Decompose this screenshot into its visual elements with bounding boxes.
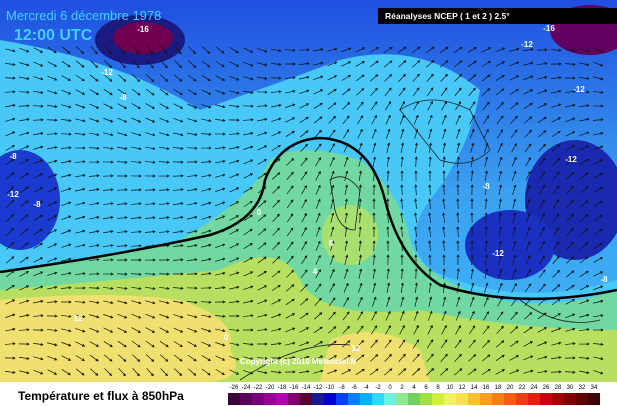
contour-label: 0 [224,333,229,342]
contour-label: 0 [257,208,262,217]
colorbar-label: -20 [266,385,275,391]
green-core [322,205,378,265]
colorbar-swatch [444,393,456,405]
footer-title: Température et flux à 850hPa [18,389,184,403]
colorbar-swatch [456,393,468,405]
contour-label: 4 [313,267,318,276]
colorbar-swatch [276,393,288,405]
time: 12:00 UTC [14,27,93,44]
colorbar-swatch [492,393,504,405]
colorbar-swatch [264,393,276,405]
contour-label: -8 [119,93,127,102]
colorbar-label: 18 [495,385,502,391]
colorbar-swatch [552,393,564,405]
colorbar-swatch [468,393,480,405]
colorbar-label: -8 [339,385,345,391]
colorbar-swatch [228,393,240,405]
colorbar-swatch [288,393,300,405]
colorbar-swatch [576,393,588,405]
contour-label: -12 [573,85,585,94]
colorbar-label: -18 [278,385,287,391]
colorbar-label: 16 [483,385,490,391]
colorbar-label: 4 [412,385,416,391]
colorbar-swatch [564,393,576,405]
colorbar-label: 20 [507,385,514,391]
colorbar-label: 10 [447,385,454,391]
colorbar-label: 0 [388,385,392,391]
cold-core [465,210,555,280]
contour-label: -8 [33,200,41,209]
date: Mercredi 6 décembre 1978 [6,8,161,23]
colorbar-label: -12 [314,385,323,391]
colorbar-label: 32 [579,385,586,391]
contour-label: 8 [329,239,334,248]
colorbar-swatch [408,393,420,405]
colorbar-label: -4 [363,385,369,391]
colorbar-label: 28 [555,385,562,391]
contour-label: -8 [9,152,17,161]
cold-core [0,150,60,250]
colorbar-swatch [588,393,600,405]
colorbar-swatch [528,393,540,405]
colorbar-swatch [240,393,252,405]
colorbar-label: -16 [290,385,299,391]
colorbar-swatch [360,393,372,405]
colorbar-label: 30 [567,385,574,391]
wind-arrows [4,45,604,377]
colorbar-label: 6 [424,385,428,391]
source: Réanalyses NCEP ( 1 et 2 ) 2.5° [385,11,510,21]
colorbar-swatch [336,393,348,405]
colorbar-label: 22 [519,385,526,391]
cold-core [113,22,173,54]
colorbar-label: -2 [375,385,381,391]
colorbar-swatch [372,393,384,405]
contour-label: 12 [352,344,361,353]
contour-label: -12 [565,155,577,164]
colorbar-label: -14 [302,385,311,391]
contour-label: 12 [74,314,83,323]
colorbar-swatch [420,393,432,405]
colorbar-swatch [312,393,324,405]
colorbar-swatch [516,393,528,405]
colorbar-label: 14 [471,385,478,391]
colorbar-swatch [252,393,264,405]
colorbar-label: 2 [400,385,404,391]
coastline [239,99,601,381]
colorbar-swatch [396,393,408,405]
colorbar-label: -22 [254,385,263,391]
colorbar-label: -26 [230,385,239,391]
colorbar-label: 12 [459,385,466,391]
copyright: Copyright (c) 2010 Meteociel.fr [240,357,356,366]
contour-label: -16 [137,25,149,34]
colorbar-swatch [504,393,516,405]
source-box [378,8,617,24]
colorbar-label: 26 [543,385,550,391]
colorbar-swatch [348,393,360,405]
yellow-zone [0,295,236,382]
colorbar-swatch [432,393,444,405]
contour-label: -12 [7,190,19,199]
colorbar-label: -6 [351,385,357,391]
colorbar-swatch [324,393,336,405]
contour-label: -8 [482,182,490,191]
colorbar-label: 8 [436,385,440,391]
contour-label: -16 [543,24,555,33]
zero-isotherm [0,136,617,301]
colorbar-swatch [540,393,552,405]
colorbar-swatch [480,393,492,405]
colorbar-label: -10 [326,385,335,391]
contour-label: -12 [101,68,113,77]
contour-label: -12 [521,40,533,49]
colorbar-swatch [384,393,396,405]
contour-label: -12 [492,249,504,258]
contour-label: -8 [600,275,608,284]
colorbar-label: 24 [531,385,538,391]
colorbar-swatch [300,393,312,405]
colorbar-label: -24 [242,385,251,391]
colorbar-label: 34 [591,385,598,391]
